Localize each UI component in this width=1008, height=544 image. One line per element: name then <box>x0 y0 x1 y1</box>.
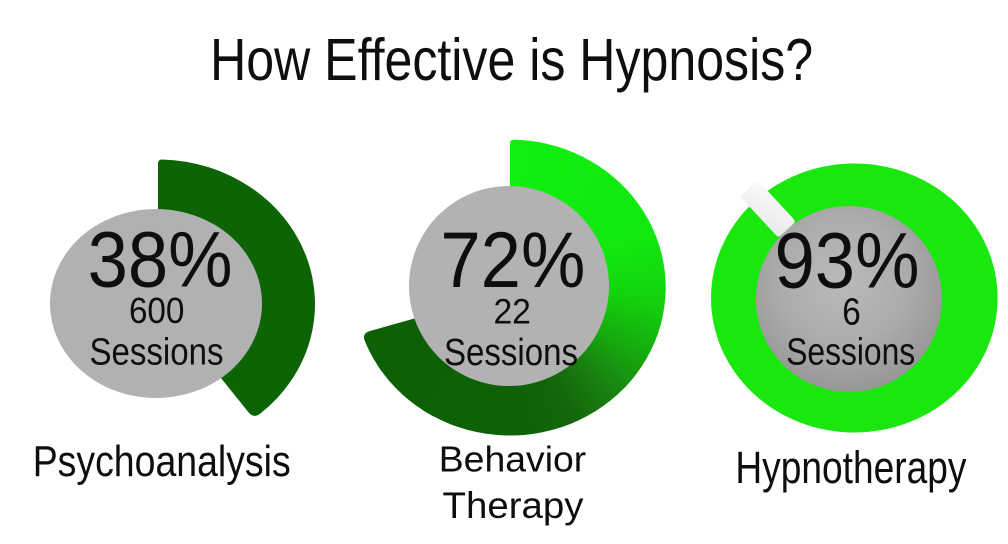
svg-text:Psychoanalysis: Psychoanalysis <box>33 438 291 486</box>
svg-text:600: 600 <box>129 290 185 331</box>
svg-text:How Effective is Hypnosis?: How Effective is Hypnosis? <box>210 27 813 93</box>
svg-text:22: 22 <box>493 293 531 332</box>
svg-text:6: 6 <box>842 292 861 334</box>
svg-text:38%: 38% <box>88 215 233 304</box>
svg-text:Hypnotherapy: Hypnotherapy <box>735 442 966 493</box>
svg-text:Sessions: Sessions <box>90 331 224 373</box>
svg-text:Sessions: Sessions <box>444 332 578 374</box>
svg-text:72%: 72% <box>440 215 585 304</box>
svg-text:93%: 93% <box>775 215 920 304</box>
svg-text:Sessions: Sessions <box>786 332 915 374</box>
svg-text:Behavior: Behavior <box>439 438 587 479</box>
svg-text:Therapy: Therapy <box>443 485 585 526</box>
